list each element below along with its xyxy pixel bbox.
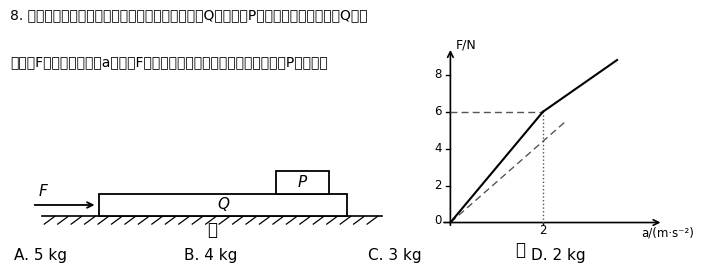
Text: 2: 2 [435,179,442,192]
Text: 6: 6 [435,105,442,118]
Text: a/(m·s⁻²): a/(m·s⁻²) [641,226,695,239]
Text: 2: 2 [539,224,547,237]
Text: D. 2 kg: D. 2 kg [531,248,586,263]
Text: Q: Q [217,198,229,212]
Text: 甲: 甲 [207,221,217,239]
Text: 8: 8 [435,68,442,81]
Text: 乙: 乙 [515,241,525,259]
Text: 平拉力F作用下，加速度a随拉力F变化的关系图像如图乙所示，则小滑块P的质量为: 平拉力F作用下，加速度a随拉力F变化的关系图像如图乙所示，则小滑块P的质量为 [10,55,328,70]
Text: B. 4 kg: B. 4 kg [184,248,237,263]
Text: F: F [38,184,47,199]
Text: 8. 如图甲所示，光滑水平面上静置一足够长的木板Q，小滑块P放置于其上表面，木板Q在水: 8. 如图甲所示，光滑水平面上静置一足够长的木板Q，小滑块P放置于其上表面，木板… [10,8,367,22]
Text: P: P [298,175,307,190]
Text: A. 5 kg: A. 5 kg [14,248,67,263]
Bar [276,171,329,194]
Text: 0: 0 [435,214,442,227]
Bar [99,194,347,216]
Text: F/N: F/N [456,39,477,52]
Text: C. 3 kg: C. 3 kg [368,248,422,263]
Text: 4: 4 [435,142,442,155]
